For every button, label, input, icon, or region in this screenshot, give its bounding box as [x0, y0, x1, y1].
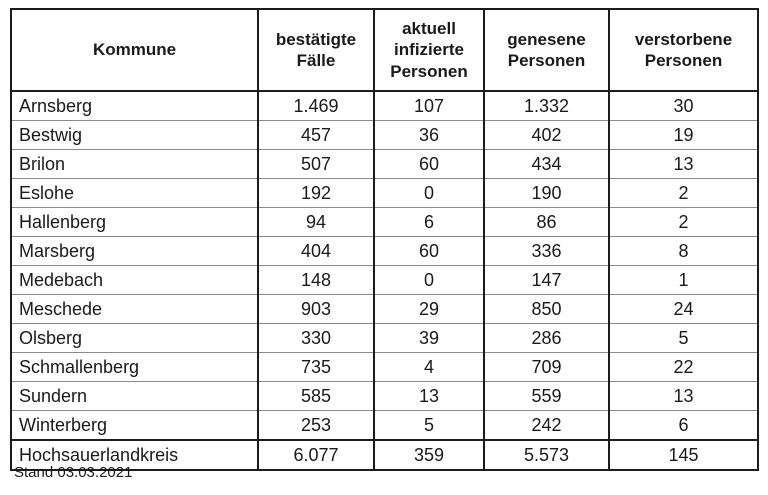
kommune-cell: Hallenberg	[10, 207, 259, 237]
table-row: Sundern 585 13 559 13	[10, 381, 759, 411]
value-cell: 19	[608, 120, 759, 150]
table-row: Brilon 507 60 434 13	[10, 149, 759, 179]
table-row: Arnsberg 1.469 107 1.332 30	[10, 90, 759, 121]
covid-statistics-table: Kommune bestätigte Fälle aktuell infizie…	[10, 8, 759, 471]
kommune-cell: Bestwig	[10, 120, 259, 150]
value-cell: 94	[257, 207, 375, 237]
value-cell: 903	[257, 294, 375, 324]
covid-statistics-table-container: Kommune bestätigte Fälle aktuell infizie…	[10, 8, 759, 471]
value-cell: 29	[373, 294, 485, 324]
kommune-cell: Arnsberg	[10, 90, 259, 121]
value-cell: 1	[608, 265, 759, 295]
value-cell: 192	[257, 178, 375, 208]
value-cell: 2	[608, 207, 759, 237]
value-cell: 4	[373, 352, 485, 382]
kommune-cell: Marsberg	[10, 236, 259, 266]
value-cell: 585	[257, 381, 375, 411]
value-cell-total: 5.573	[483, 439, 610, 470]
table-row: Hallenberg 94 6 86 2	[10, 207, 759, 237]
table-row: Winterberg 253 5 242 6	[10, 410, 759, 440]
value-cell: 13	[608, 149, 759, 179]
value-cell: 190	[483, 178, 610, 208]
value-cell: 735	[257, 352, 375, 382]
value-cell: 253	[257, 410, 375, 440]
value-cell: 709	[483, 352, 610, 382]
value-cell: 13	[608, 381, 759, 411]
value-cell: 60	[373, 236, 485, 266]
value-cell-total: 145	[608, 439, 759, 470]
value-cell: 6	[373, 207, 485, 237]
kommune-cell: Medebach	[10, 265, 259, 295]
header-row: Kommune bestätigte Fälle aktuell infizie…	[10, 9, 759, 92]
column-header-aktuell-infizierte: aktuell infizierte Personen	[373, 9, 485, 92]
kommune-cell: Eslohe	[10, 178, 259, 208]
value-cell: 434	[483, 149, 610, 179]
column-header-bestaetigte-faelle: bestätigte Fälle	[257, 9, 375, 92]
kommune-cell: Olsberg	[10, 323, 259, 353]
value-cell: 0	[373, 178, 485, 208]
table-row: Meschede 903 29 850 24	[10, 294, 759, 324]
value-cell-total: 359	[373, 439, 485, 470]
value-cell: 404	[257, 236, 375, 266]
total-row: Hochsauerlandkreis 6.077 359 5.573 145	[10, 439, 759, 470]
value-cell-total: 6.077	[257, 439, 375, 470]
value-cell: 2	[608, 178, 759, 208]
table-row: Eslohe 192 0 190 2	[10, 178, 759, 208]
column-header-kommune: Kommune	[10, 9, 259, 92]
value-cell: 457	[257, 120, 375, 150]
value-cell: 39	[373, 323, 485, 353]
value-cell: 147	[483, 265, 610, 295]
kommune-cell: Brilon	[10, 149, 259, 179]
kommune-cell: Winterberg	[10, 410, 259, 440]
value-cell: 1.469	[257, 90, 375, 121]
value-cell: 60	[373, 149, 485, 179]
value-cell: 336	[483, 236, 610, 266]
value-cell: 30	[608, 90, 759, 121]
table-row: Medebach 148 0 147 1	[10, 265, 759, 295]
table-row: Schmallenberg 735 4 709 22	[10, 352, 759, 382]
table-row: Marsberg 404 60 336 8	[10, 236, 759, 266]
column-header-genesene: genesene Personen	[483, 9, 610, 92]
kommune-cell: Sundern	[10, 381, 259, 411]
value-cell: 148	[257, 265, 375, 295]
kommune-cell: Meschede	[10, 294, 259, 324]
kommune-cell-total: Hochsauerlandkreis	[10, 439, 259, 470]
value-cell: 22	[608, 352, 759, 382]
value-cell: 107	[373, 90, 485, 121]
value-cell: 13	[373, 381, 485, 411]
value-cell: 8	[608, 236, 759, 266]
table-row: Bestwig 457 36 402 19	[10, 120, 759, 150]
value-cell: 286	[483, 323, 610, 353]
value-cell: 5	[608, 323, 759, 353]
table-row: Olsberg 330 39 286 5	[10, 323, 759, 353]
value-cell: 36	[373, 120, 485, 150]
value-cell: 507	[257, 149, 375, 179]
value-cell: 402	[483, 120, 610, 150]
value-cell: 24	[608, 294, 759, 324]
value-cell: 559	[483, 381, 610, 411]
value-cell: 242	[483, 410, 610, 440]
value-cell: 850	[483, 294, 610, 324]
kommune-cell: Schmallenberg	[10, 352, 259, 382]
value-cell: 330	[257, 323, 375, 353]
date-stamp: Stand 03.03.2021	[14, 464, 133, 481]
value-cell: 0	[373, 265, 485, 295]
value-cell: 5	[373, 410, 485, 440]
value-cell: 86	[483, 207, 610, 237]
column-header-verstorbene: verstorbene Personen	[608, 9, 759, 92]
value-cell: 6	[608, 410, 759, 440]
value-cell: 1.332	[483, 90, 610, 121]
